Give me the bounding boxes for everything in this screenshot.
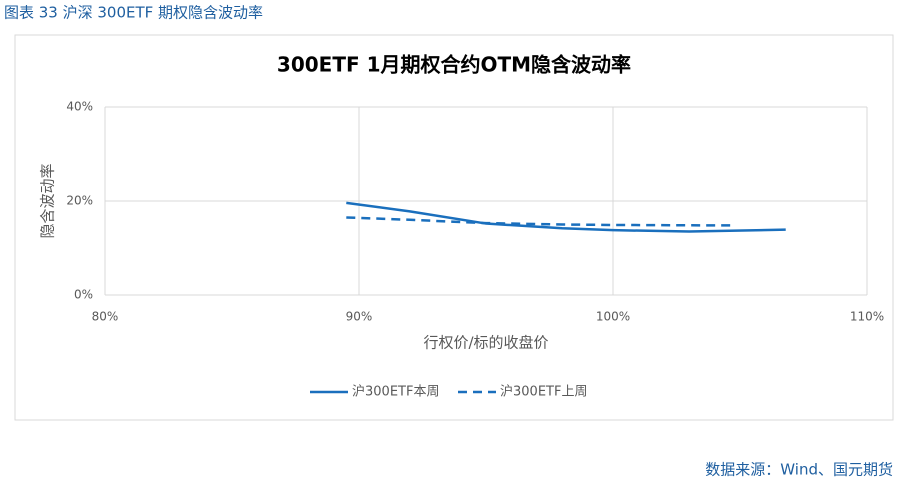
x-axis-title: 行权价/标的收盘价 [423, 334, 548, 352]
caption: 图表 33 沪深 300ETF 期权隐含波动率 [4, 4, 263, 22]
y-tick-label: 20% [66, 194, 93, 208]
legend-label: 沪300ETF上周 [500, 384, 587, 400]
x-tick-label: 90% [346, 310, 373, 324]
chart-title: 300ETF 1月期权合约OTM隐含波动率 [277, 53, 631, 77]
x-tick-label: 80% [92, 310, 119, 324]
y-axis-title: 隐含波动率 [39, 163, 57, 238]
source: 数据来源：Wind、国元期货 [705, 461, 893, 479]
line-series [346, 216, 733, 227]
chart-frame [14, 34, 894, 421]
line-series [346, 201, 786, 233]
y-tick-label: 40% [66, 100, 93, 114]
legend-label: 沪300ETF本周 [352, 384, 439, 400]
x-tick-label: 110% [850, 310, 884, 324]
y-tick-label: 0% [74, 288, 93, 302]
x-tick-label: 100% [596, 310, 630, 324]
